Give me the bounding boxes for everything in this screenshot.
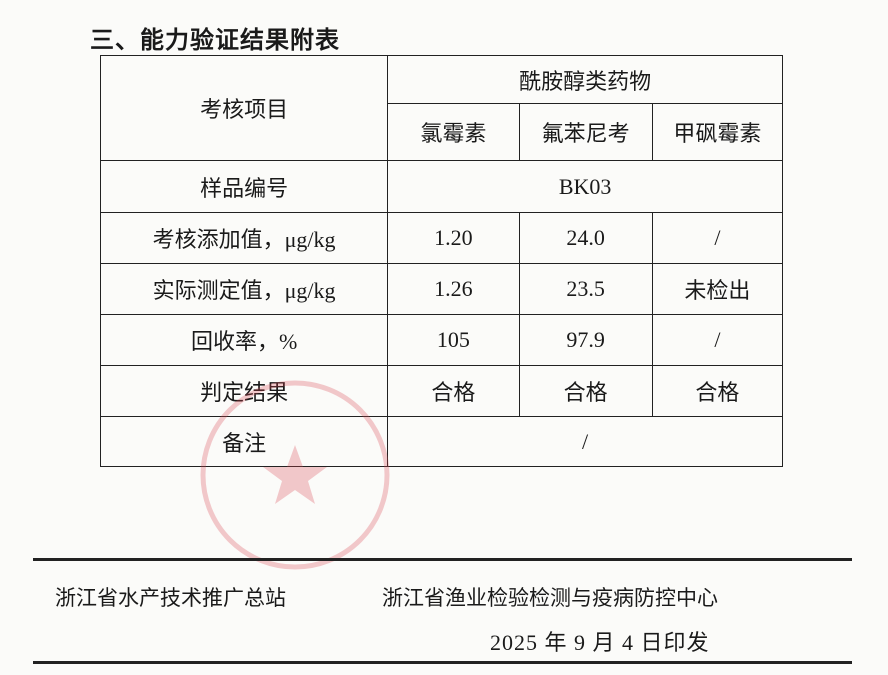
row-label: 考核添加值，μg/kg — [99, 212, 389, 264]
cell: 23.5 — [518, 263, 653, 315]
row-label: 判定结果 — [99, 365, 389, 417]
divider-top — [33, 558, 852, 561]
cell: 24.0 — [518, 212, 653, 264]
results-table: 考核项目 酰胺醇类药物 氯霉素 氟苯尼考 甲砜霉素 样品编号 BK03 考核添加… — [99, 55, 784, 467]
item-header: 考核项目 — [99, 55, 389, 161]
drug-header: 甲砜霉素 — [651, 103, 784, 161]
issue-date: 2025 年 9 月 4 日印发 — [490, 630, 710, 655]
section-title: 三、能力验证结果附表 — [90, 26, 340, 54]
cell: 合格 — [518, 365, 653, 417]
cell: 1.26 — [387, 263, 520, 315]
cell: 合格 — [387, 365, 520, 417]
remark-label: 备注 — [99, 416, 389, 467]
issuer-org-2: 浙江省渔业检验检测与疫病防控中心 — [382, 586, 718, 610]
cell: 未检出 — [651, 263, 784, 315]
remark-value: / — [387, 416, 783, 467]
group-header: 酰胺醇类药物 — [387, 55, 783, 104]
issuer-org-1: 浙江省水产技术推广总站 — [55, 586, 286, 610]
table-row: 考核添加值，μg/kg 1.20 24.0 / — [99, 212, 784, 264]
cell: 105 — [387, 314, 520, 366]
cell: 1.20 — [387, 212, 520, 264]
drug-header: 氯霉素 — [387, 103, 520, 161]
cell: 97.9 — [518, 314, 653, 366]
row-label: 实际测定值，μg/kg — [99, 263, 389, 315]
sample-label: 样品编号 — [99, 160, 389, 213]
cell: 合格 — [651, 365, 784, 417]
sample-value: BK03 — [387, 160, 783, 213]
table-row: 实际测定值，μg/kg 1.26 23.5 未检出 — [99, 263, 784, 315]
divider-bottom — [33, 661, 852, 664]
table-row: 判定结果 合格 合格 合格 — [99, 365, 784, 417]
row-label: 回收率，% — [99, 314, 389, 366]
table-row: 回收率，% 105 97.9 / — [99, 314, 784, 366]
drug-header: 氟苯尼考 — [518, 103, 653, 161]
cell: / — [651, 314, 784, 366]
cell: / — [651, 212, 784, 264]
